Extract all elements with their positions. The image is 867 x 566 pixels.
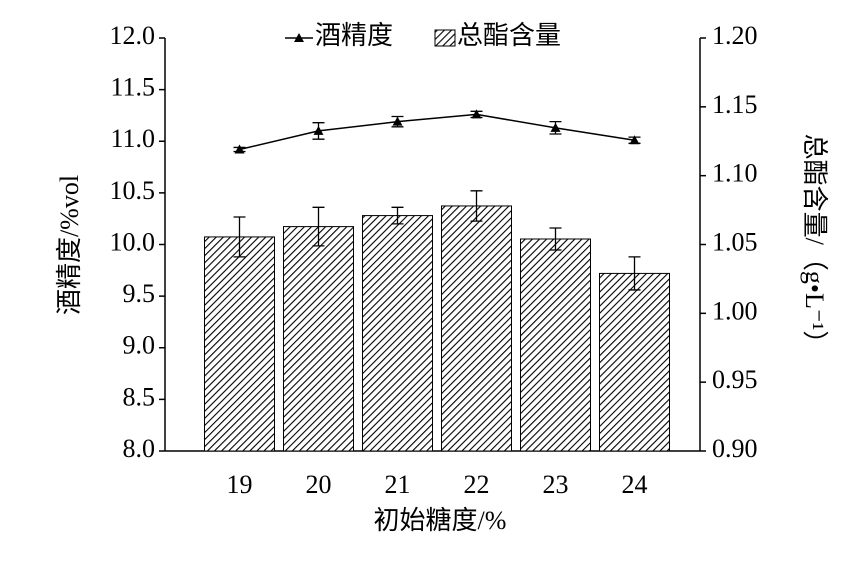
- error-bar: [549, 227, 562, 251]
- bar: [283, 226, 354, 452]
- bar: [599, 272, 670, 452]
- error-bar: [312, 206, 325, 247]
- y2-tick-label: 1.05: [712, 227, 758, 256]
- bar: [362, 215, 433, 452]
- y-tick-label: 11.5: [110, 73, 155, 102]
- y2-tick-label: 0.95: [712, 365, 758, 394]
- y-tick-label: 8.0: [123, 434, 156, 463]
- legend-label: 总酯含量: [457, 21, 561, 50]
- line: [239, 113, 635, 151]
- marker: [234, 144, 245, 154]
- bar: [520, 238, 591, 452]
- legend-swatch: [434, 29, 456, 47]
- x-tick-label: 20: [306, 470, 332, 499]
- y-tick-label: 12.0: [110, 21, 156, 50]
- y2-tick-label: 1.20: [712, 21, 758, 50]
- bar: [204, 236, 275, 452]
- y-tick-label: 10.5: [110, 176, 156, 205]
- x-tick-label: 21: [385, 470, 411, 499]
- error-bar: [470, 190, 483, 222]
- y-tick-label: 11.0: [110, 124, 155, 153]
- y2-tick-label: 1.10: [712, 159, 758, 188]
- x-tick-label: 19: [227, 470, 253, 499]
- x-tick-label: 22: [464, 470, 490, 499]
- marker: [313, 125, 324, 135]
- y2-tick-label: 1.00: [712, 296, 758, 325]
- error-bar: [628, 256, 641, 291]
- x-tick-label: 24: [622, 470, 648, 499]
- y-axis-label: 酒精度/%vol: [55, 175, 84, 315]
- legend-label: 酒精度: [315, 21, 393, 50]
- x-axis-label: 初始糖度/%: [374, 506, 507, 535]
- y2-tick-label: 0.90: [712, 434, 758, 463]
- y-tick-label: 10.0: [110, 227, 156, 256]
- error-bar: [391, 206, 404, 225]
- legend-marker: [294, 33, 304, 42]
- y2-axis-label: 总酯含量/（g•L⁻¹）: [800, 134, 829, 357]
- y-tick-label: 9.5: [123, 279, 156, 308]
- y-tick-label: 8.5: [123, 382, 156, 411]
- y-tick-label: 9.0: [123, 331, 156, 360]
- y2-tick-label: 1.15: [712, 90, 758, 119]
- marker: [629, 135, 640, 145]
- marker: [392, 116, 403, 126]
- marker: [550, 122, 561, 132]
- error-bar: [233, 216, 246, 258]
- x-tick-label: 23: [543, 470, 569, 499]
- bar: [441, 205, 512, 452]
- marker: [471, 109, 482, 119]
